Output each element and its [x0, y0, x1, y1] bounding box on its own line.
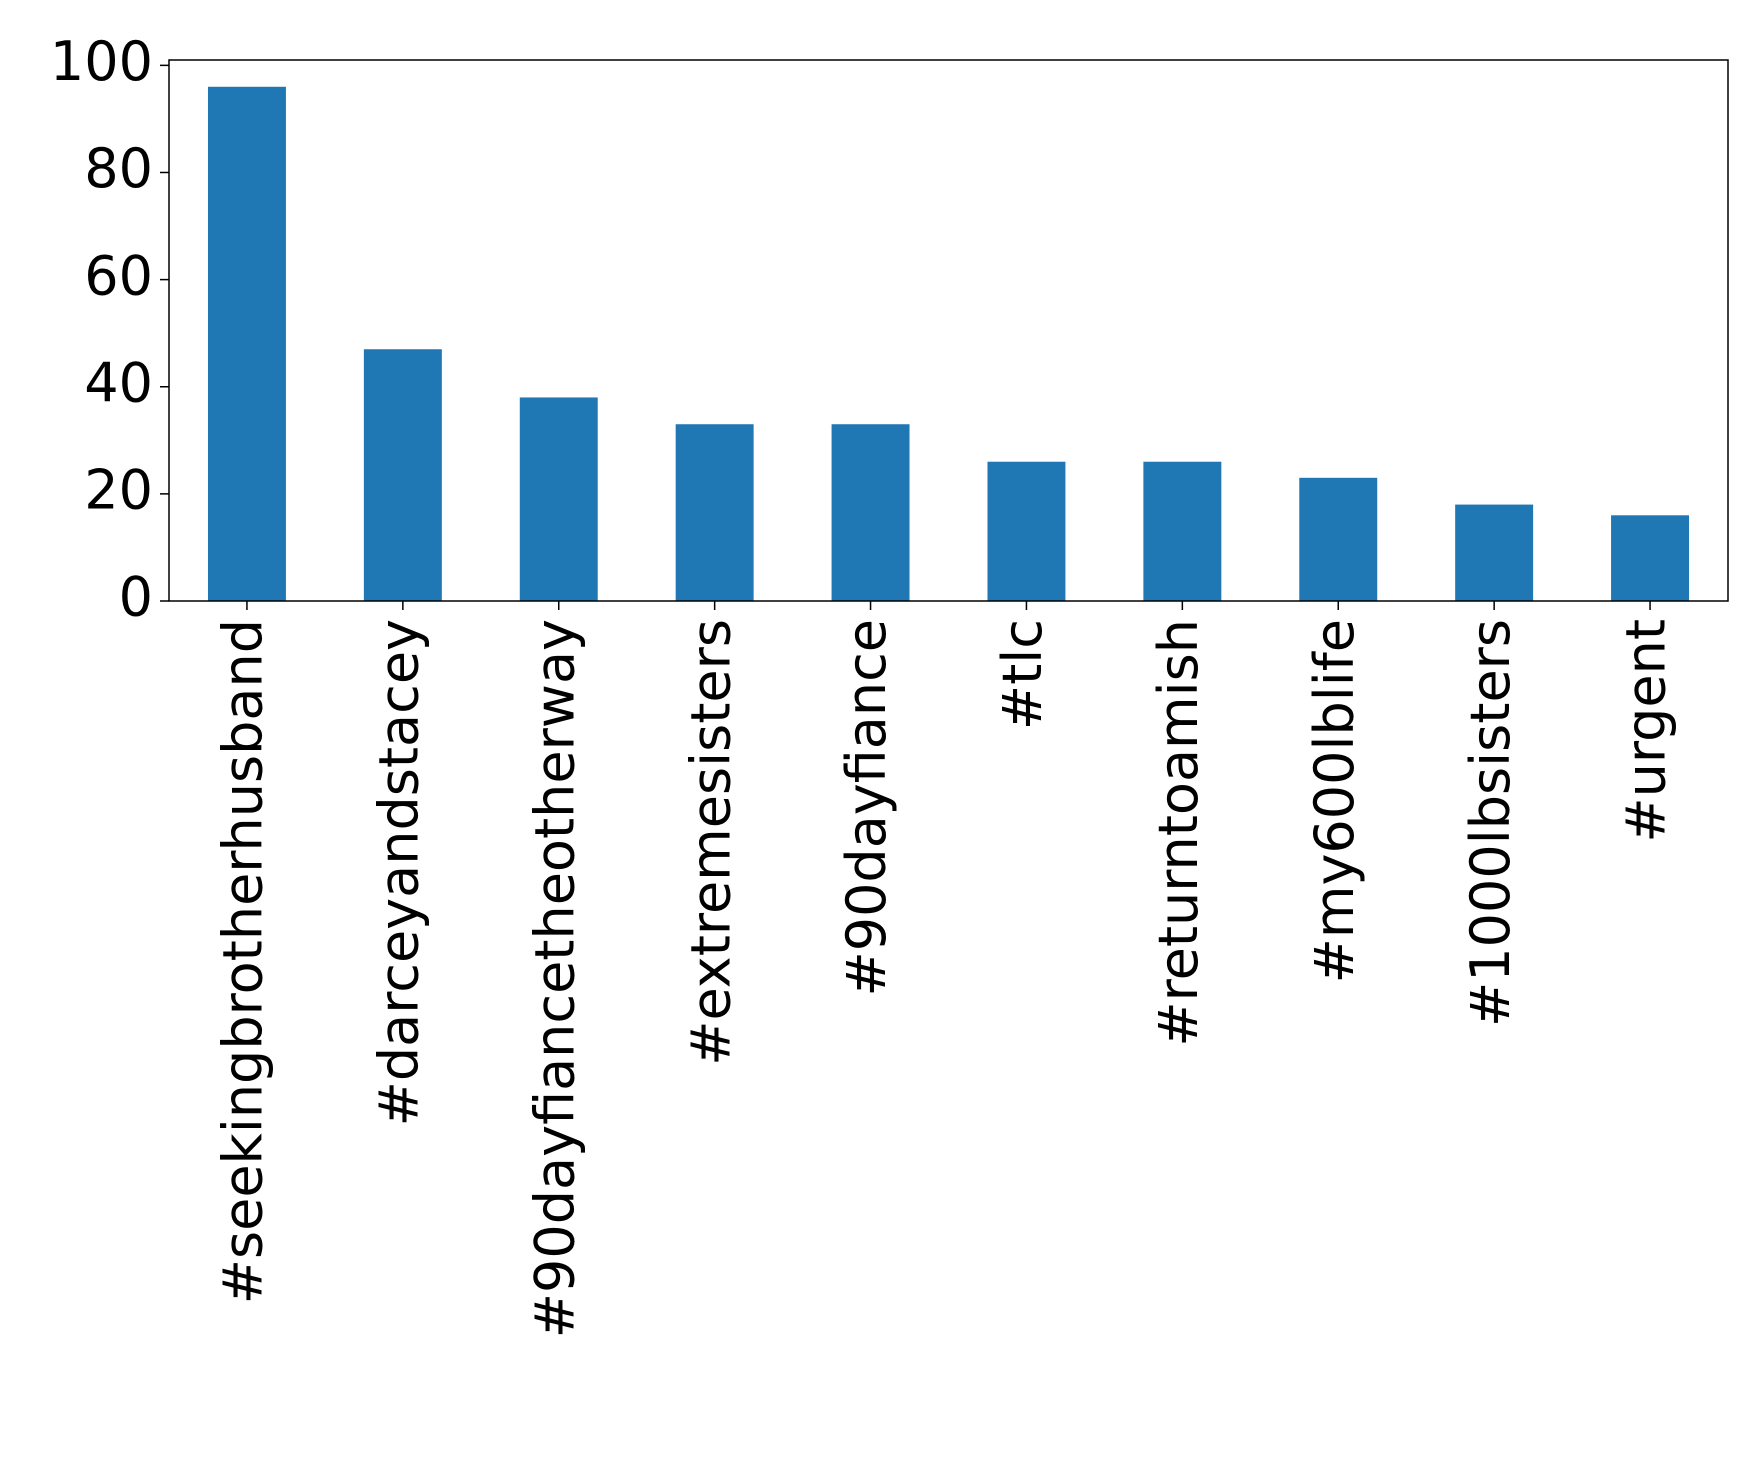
bar: [987, 461, 1066, 601]
bar: [831, 424, 910, 601]
y-tick-label: 60: [84, 244, 153, 307]
y-tick-label: 80: [84, 137, 153, 200]
y-tick-label: 40: [84, 351, 153, 414]
y-tick-label: 20: [84, 459, 153, 522]
x-tick-label: #tlc: [991, 619, 1054, 730]
x-tick-label: #darceyandstacey: [367, 619, 430, 1126]
bar: [1455, 504, 1534, 601]
bar: [363, 349, 442, 601]
x-tick-label: #extremesisters: [679, 619, 742, 1066]
bar: [1611, 515, 1690, 601]
y-tick-label: 0: [119, 566, 153, 629]
x-tick-label: #urgent: [1615, 619, 1678, 843]
plot-frame: [168, 59, 1729, 602]
x-tick-label: #90dayfiance: [835, 619, 898, 997]
bar: [207, 86, 286, 602]
bar: [1143, 461, 1222, 601]
x-tick-label: #1000lbsisters: [1459, 619, 1522, 1027]
bar: [675, 424, 754, 601]
x-tick-label: #90dayfiancetheotherway: [523, 619, 586, 1338]
x-tick-label: #my600lblife: [1303, 619, 1366, 983]
bar: [1299, 477, 1378, 601]
x-tick-label: #seekingbrotherhusband: [212, 619, 275, 1304]
y-tick-label: 100: [50, 30, 153, 93]
x-tick-label: #returntoamish: [1147, 619, 1210, 1047]
bar: [519, 397, 598, 601]
